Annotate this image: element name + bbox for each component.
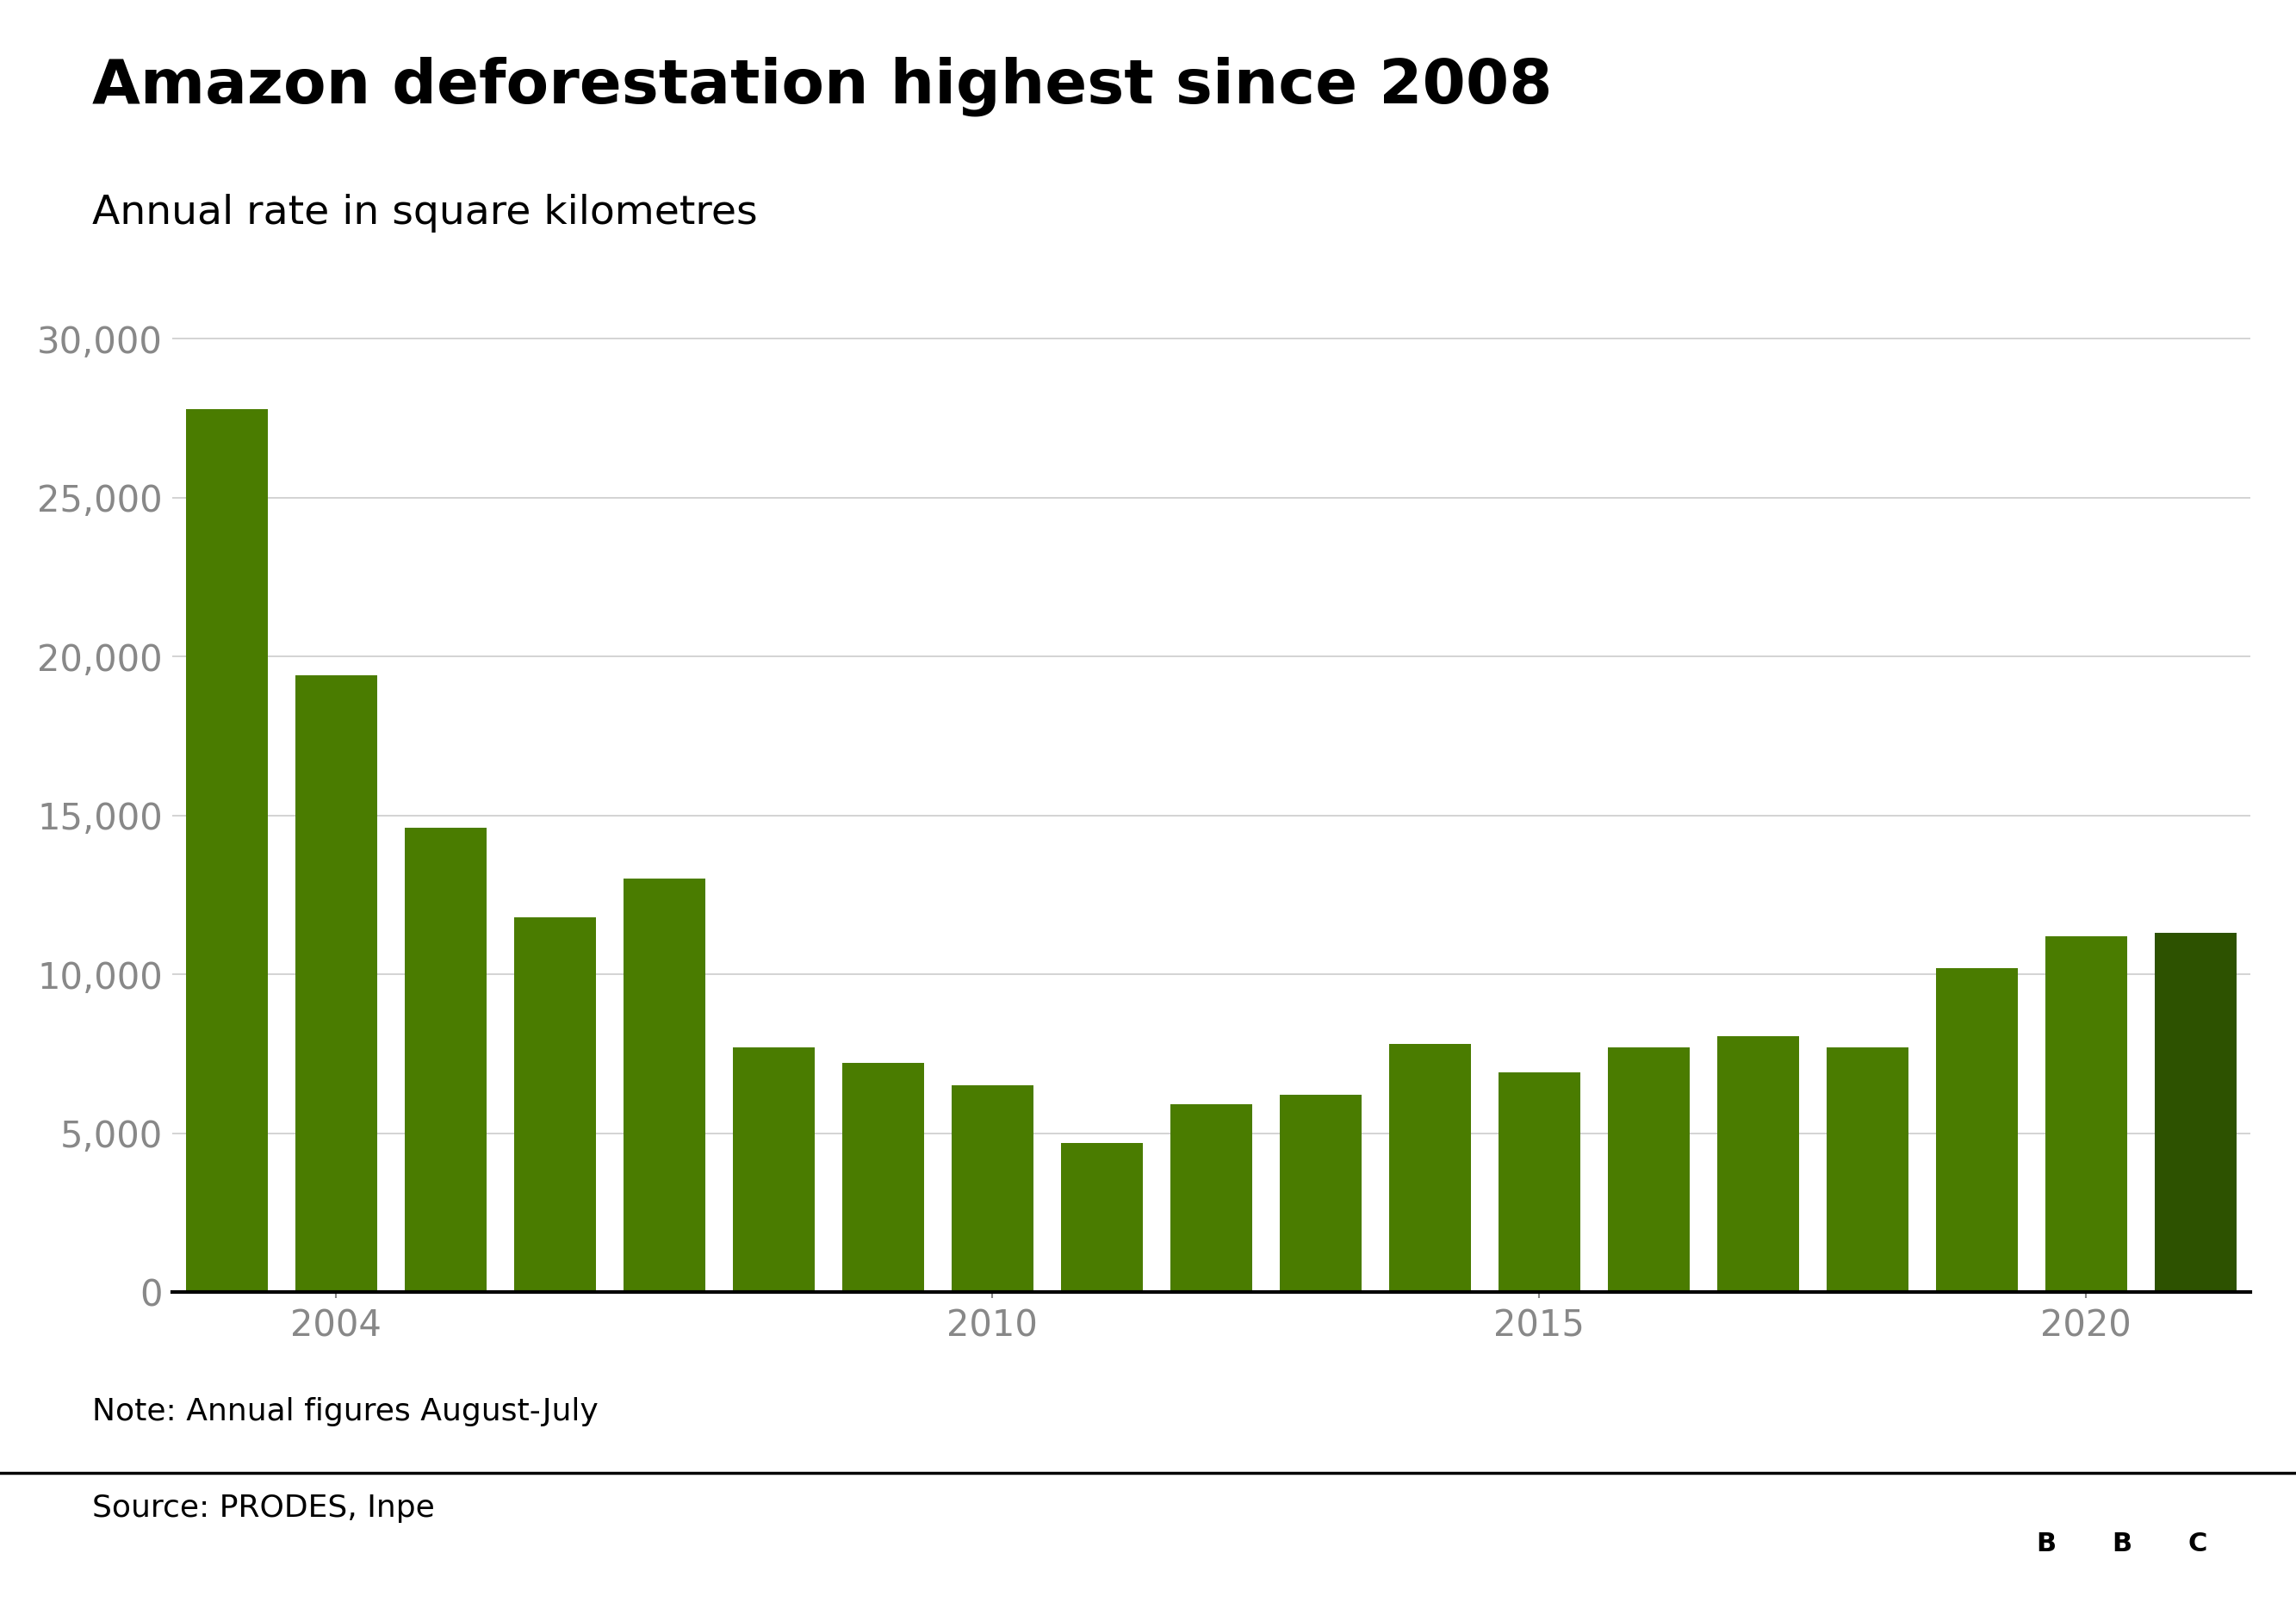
Bar	[1825, 1048, 1908, 1292]
Bar	[1061, 1143, 1143, 1292]
Bar	[843, 1063, 923, 1292]
Text: Note: Annual figures August-July: Note: Annual figures August-July	[92, 1397, 597, 1426]
FancyBboxPatch shape	[2092, 1508, 2151, 1579]
Bar	[951, 1085, 1033, 1292]
Text: B: B	[2037, 1531, 2055, 1557]
Bar	[732, 1048, 815, 1292]
Bar	[622, 879, 705, 1292]
Bar	[1717, 1037, 1800, 1292]
Text: Source: PRODES, Inpe: Source: PRODES, Inpe	[92, 1494, 434, 1523]
Bar	[1171, 1105, 1251, 1292]
Bar	[1389, 1045, 1472, 1292]
FancyBboxPatch shape	[2167, 1508, 2227, 1579]
Bar	[2154, 933, 2236, 1292]
FancyBboxPatch shape	[2016, 1508, 2076, 1579]
Text: Amazon deforestation highest since 2008: Amazon deforestation highest since 2008	[92, 57, 1552, 116]
Bar	[296, 675, 377, 1292]
Bar	[1279, 1095, 1362, 1292]
Text: B: B	[2112, 1531, 2131, 1557]
Text: Annual rate in square kilometres: Annual rate in square kilometres	[92, 194, 758, 233]
Bar	[1936, 967, 2018, 1292]
Bar	[1607, 1048, 1690, 1292]
Bar	[514, 917, 597, 1292]
Bar	[1499, 1072, 1580, 1292]
Bar	[186, 409, 269, 1292]
Bar	[2046, 937, 2126, 1292]
Text: C: C	[2188, 1531, 2206, 1557]
Bar	[404, 828, 487, 1292]
